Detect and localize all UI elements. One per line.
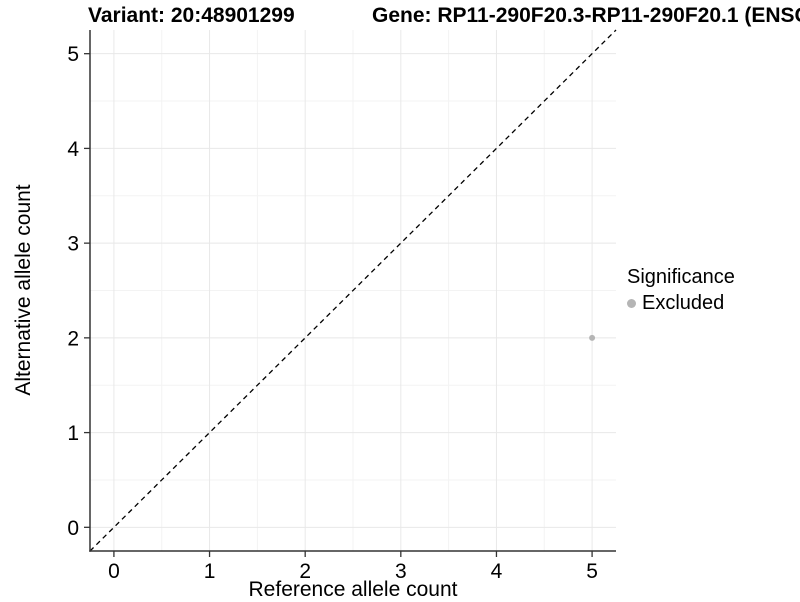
y-tick-label: 0 xyxy=(67,517,79,540)
y-tick-label: 3 xyxy=(67,233,79,256)
excluded-dot-icon xyxy=(627,299,636,308)
x-tick-label: 5 xyxy=(586,560,598,583)
y-tick-label: 1 xyxy=(67,422,79,445)
y-tick-label: 5 xyxy=(67,43,79,66)
data-point xyxy=(589,334,596,341)
legend-title: Significance xyxy=(627,266,735,288)
legend: Significance Excluded xyxy=(627,266,735,315)
x-tick-label: 1 xyxy=(204,560,216,583)
x-tick-label: 3 xyxy=(395,560,407,583)
legend-item-label: Excluded xyxy=(642,292,725,314)
identity-line xyxy=(89,29,617,552)
variant-title: Variant: 20:48901299 xyxy=(88,4,295,27)
x-tick-label: 2 xyxy=(299,560,311,583)
x-tick-label: 0 xyxy=(108,560,120,583)
y-tick-label: 4 xyxy=(67,138,79,161)
y-tick-label: 2 xyxy=(67,327,79,350)
x-tick-label: 4 xyxy=(491,560,503,583)
legend-item-excluded: Excluded xyxy=(627,292,735,315)
y-axis-title: Alternative allele count xyxy=(12,184,35,396)
x-axis-title: Reference allele count xyxy=(248,578,458,601)
gene-title: Gene: RP11-290F20.3-RP11-290F20.1 (ENSG0 xyxy=(372,4,800,27)
